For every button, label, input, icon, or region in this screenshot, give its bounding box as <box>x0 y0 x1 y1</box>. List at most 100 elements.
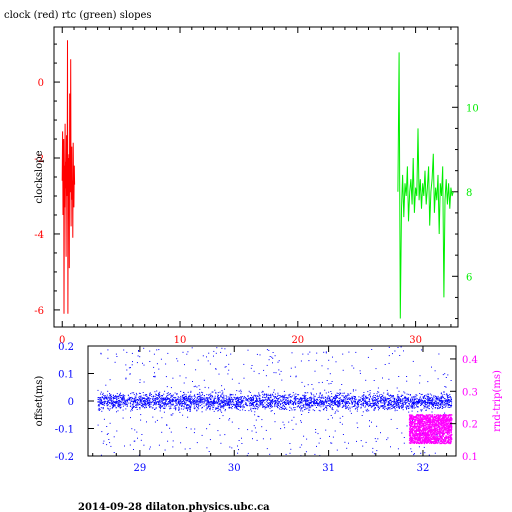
offset-point <box>435 404 437 406</box>
offset-point <box>446 394 448 396</box>
offset-point <box>100 407 102 409</box>
offset-point <box>316 398 318 400</box>
offset-point <box>213 401 214 403</box>
offset-point <box>319 400 321 402</box>
rndtrip-point <box>441 424 443 427</box>
offset-point <box>351 398 353 400</box>
offset-point <box>114 402 115 403</box>
rndtrip-point <box>444 437 446 439</box>
offset-point <box>328 395 330 397</box>
offset-point <box>258 399 260 401</box>
rndtrip-point <box>408 430 411 432</box>
offset-point <box>369 395 371 397</box>
offset-point <box>339 417 341 419</box>
offset-point <box>217 395 219 396</box>
offset-point <box>444 399 446 401</box>
offset-point <box>365 397 367 399</box>
offset-point <box>313 399 315 401</box>
offset-point <box>238 405 240 407</box>
offset-point <box>288 394 290 396</box>
rndtrip-point <box>447 427 449 430</box>
rndtrip-point <box>442 435 444 437</box>
offset-point <box>208 405 210 407</box>
offset-point <box>113 401 115 403</box>
offset-point <box>240 404 242 406</box>
offset-point <box>104 403 106 404</box>
offset-point <box>387 405 389 407</box>
offset-point <box>248 397 250 399</box>
offset-point <box>382 402 384 404</box>
offset-point <box>252 396 254 398</box>
offset-point <box>272 401 274 403</box>
offset-point <box>270 400 272 402</box>
offset-point <box>194 401 196 403</box>
rndtrip-point <box>421 431 423 433</box>
offset-point <box>396 402 398 404</box>
offset-point <box>259 399 261 401</box>
offset-point <box>266 402 268 404</box>
offset-point <box>374 408 376 410</box>
offset-point <box>396 406 397 408</box>
offset-point <box>278 397 279 399</box>
offset-point <box>402 403 403 405</box>
offset-point <box>431 400 433 402</box>
rndtrip-point <box>448 421 450 423</box>
offset-point <box>376 395 378 397</box>
offset-point <box>385 406 387 408</box>
offset-point <box>380 394 382 395</box>
offset-point <box>265 405 267 407</box>
offset-point <box>325 392 327 394</box>
offset-point <box>169 408 171 410</box>
offset-point <box>103 401 105 403</box>
offset-point <box>414 403 416 405</box>
offset-point <box>232 400 234 402</box>
offset-point <box>443 393 445 395</box>
offset-point <box>132 406 134 408</box>
offset-point <box>170 431 172 433</box>
offset-point <box>219 408 221 410</box>
offset-point <box>394 401 396 403</box>
offset-point <box>399 402 401 404</box>
offset-point <box>287 397 289 399</box>
rndtrip-point <box>433 438 435 440</box>
offset-point <box>236 403 238 405</box>
offset-point <box>442 401 444 403</box>
rndtrip-point <box>419 415 421 417</box>
offset-point <box>110 403 112 405</box>
offset-point <box>231 403 233 405</box>
offset-point <box>234 404 236 406</box>
rndtrip-point <box>426 432 428 434</box>
offset-point <box>226 398 228 400</box>
offset-point <box>262 396 264 398</box>
offset-point <box>156 390 158 392</box>
offset-point <box>156 419 158 421</box>
offset-point <box>186 397 188 399</box>
offset-point <box>310 398 312 400</box>
offset-point <box>224 400 226 401</box>
rndtrip-point <box>414 433 416 435</box>
offset-point <box>252 404 254 406</box>
offset-point <box>227 373 229 375</box>
offset-point <box>212 391 214 393</box>
offset-point <box>100 401 102 403</box>
offset-point <box>290 407 292 409</box>
offset-point <box>300 408 302 409</box>
offset-point <box>449 401 451 403</box>
offset-point <box>345 401 347 403</box>
offset-point <box>182 398 184 400</box>
offset-point <box>209 397 211 399</box>
offset-point <box>413 402 415 404</box>
offset-point <box>400 395 402 397</box>
offset-point <box>252 405 254 407</box>
offset-point <box>344 400 346 402</box>
offset-point <box>323 409 325 411</box>
offset-point <box>331 381 333 382</box>
offset-point <box>161 403 163 404</box>
offset-point <box>364 400 365 402</box>
offset-point <box>187 408 189 410</box>
offset-point <box>388 398 389 399</box>
offset-point <box>345 403 347 405</box>
offset-point <box>286 402 288 404</box>
offset-point <box>412 405 414 407</box>
offset-point <box>177 399 179 401</box>
